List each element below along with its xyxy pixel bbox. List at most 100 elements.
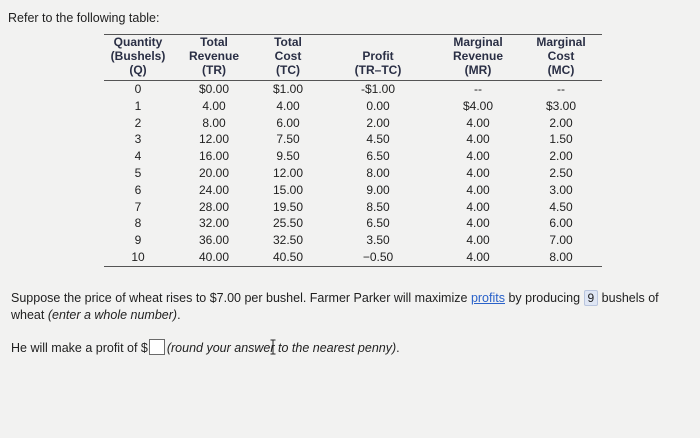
cell-profit: 8.00 xyxy=(366,165,390,180)
whole-number-hint: (enter a whole number) xyxy=(47,308,178,322)
question-part3: bushels of wheat xyxy=(11,291,659,322)
header-line: Revenue xyxy=(188,49,240,63)
cell-quantity: 8 xyxy=(134,216,142,231)
cell-total-revenue: 12.00 xyxy=(198,132,230,147)
profit-prefix: He will make a profit of $ xyxy=(11,341,148,355)
cell-marginal-cost: 2.50 xyxy=(549,165,573,180)
table-body: 0 $0.00 $1.00 -$1.00 -- -- 1 4.00 4.00 0.00 $4.00 $… xyxy=(104,81,602,267)
cell-total-revenue: 4.00 xyxy=(202,98,226,113)
cell-marginal-revenue: 4.00 xyxy=(466,216,490,231)
cell-quantity: 6 xyxy=(134,182,142,197)
cell-profit: -$1.00 xyxy=(360,82,396,96)
table-row: 2 8.00 6.00 2.00 4.00 2.00 xyxy=(104,115,602,132)
cell-total-revenue: 8.00 xyxy=(202,115,226,130)
cell-marginal-revenue: -- xyxy=(474,82,482,96)
cell-total-revenue: 16.00 xyxy=(198,149,230,164)
profits-link[interactable]: profits xyxy=(470,291,505,305)
cell-total-cost: 25.50 xyxy=(272,216,304,231)
cell-marginal-cost: 2.00 xyxy=(549,115,573,130)
question-text: Suppose the price of wheat rises to $7.0… xyxy=(11,290,691,324)
table-row: 6 24.00 15.00 9.00 4.00 3.00 xyxy=(104,182,602,199)
cell-total-cost: 32.50 xyxy=(272,233,304,248)
cell-marginal-cost: 6.00 xyxy=(549,216,573,231)
cell-total-revenue: 24.00 xyxy=(198,182,230,197)
profit-end: . xyxy=(396,341,400,355)
table-row: 7 28.00 19.50 8.50 4.00 4.50 xyxy=(104,199,602,216)
cell-marginal-cost: $3.00 xyxy=(545,98,577,113)
cell-marginal-cost: 8.00 xyxy=(520,248,602,267)
table-row: 10 40.00 40.50 −0.50 4.00 8.00 xyxy=(104,248,602,267)
header-line: Marginal xyxy=(536,35,586,49)
question-end: . xyxy=(177,308,181,322)
cell-marginal-cost: 4.50 xyxy=(549,199,573,214)
cell-profit: 8.50 xyxy=(366,199,390,214)
cell-marginal-revenue: $4.00 xyxy=(462,98,494,113)
cell-marginal-cost: 7.00 xyxy=(549,233,573,248)
profit-input[interactable] xyxy=(148,339,165,355)
cell-marginal-cost: 2.00 xyxy=(549,149,573,164)
header-line: Revenue xyxy=(452,49,504,63)
header-line: (TC) xyxy=(276,63,300,77)
cell-profit: 6.50 xyxy=(366,216,390,231)
intro-text: Refer to the following table: xyxy=(8,11,160,25)
table-row: 5 20.00 12.00 8.00 4.00 2.50 xyxy=(104,165,602,182)
cell-quantity: 1 xyxy=(134,98,142,113)
cell-total-cost: 7.50 xyxy=(276,132,300,147)
cell-quantity: 4 xyxy=(134,149,142,164)
profit-question: He will make a profit of $ (round your an… xyxy=(11,339,400,357)
table-row: 9 36.00 32.50 3.50 4.00 7.00 xyxy=(104,232,602,249)
header-line: Cost xyxy=(274,49,302,63)
data-table: Quantity (Bushels) (Q) Total Revenue (TR) Tota… xyxy=(104,34,602,267)
data-table-container: Quantity (Bushels) (Q) Total Revenue (TR) Tota… xyxy=(104,34,602,267)
cell-total-revenue: 40.00 xyxy=(172,248,256,267)
header-line: (TR–TC) xyxy=(354,63,402,77)
cell-total-cost: 15.00 xyxy=(272,182,304,197)
header-total-cost: Total Cost (TC) xyxy=(256,34,320,81)
cell-marginal-cost: 3.00 xyxy=(549,182,573,197)
cell-quantity: 9 xyxy=(134,233,142,248)
cell-profit: 6.50 xyxy=(366,149,390,164)
cell-total-revenue: 36.00 xyxy=(198,233,230,248)
bushels-answer-field[interactable]: 9 xyxy=(583,290,599,306)
cell-profit: −0.50 xyxy=(320,248,436,267)
cell-marginal-cost: -- xyxy=(557,82,565,96)
header-line: Total xyxy=(274,35,302,49)
cell-quantity: 0 xyxy=(134,82,142,96)
cell-marginal-revenue: 4.00 xyxy=(466,182,490,197)
table-row: 3 12.00 7.50 4.50 4.00 1.50 xyxy=(104,131,602,148)
header-marginal-revenue: Marginal Revenue (MR) xyxy=(436,34,520,81)
table-row: 8 32.00 25.50 6.50 4.00 6.00 xyxy=(104,215,602,232)
question-part1: Suppose the price of wheat rises to $7.0… xyxy=(11,291,471,305)
cell-total-revenue: 32.00 xyxy=(198,216,230,231)
cell-total-revenue: 20.00 xyxy=(198,165,230,180)
cell-total-cost: 6.00 xyxy=(276,115,300,130)
cell-quantity: 7 xyxy=(134,199,142,214)
header-line: Marginal xyxy=(453,35,503,49)
cell-quantity: 10 xyxy=(104,248,172,267)
header-line: Profit xyxy=(362,49,394,63)
round-hint: (round your answer to the nearest penny) xyxy=(166,341,397,355)
cell-marginal-revenue: 4.00 xyxy=(466,233,490,248)
cell-profit: 4.50 xyxy=(366,132,390,147)
cell-total-revenue: 28.00 xyxy=(198,199,230,214)
header-line: (MR) xyxy=(464,63,492,77)
question-part2: by producing xyxy=(504,291,584,305)
header-line: (MC) xyxy=(547,63,575,77)
cell-total-cost: 12.00 xyxy=(272,165,304,180)
cell-quantity: 2 xyxy=(134,115,142,130)
cell-marginal-revenue: 4.00 xyxy=(466,115,490,130)
text-cursor-icon xyxy=(270,339,276,355)
header-line: Cost xyxy=(547,49,575,63)
table-row: 1 4.00 4.00 0.00 $4.00 $3.00 xyxy=(104,98,602,115)
cell-marginal-revenue: 4.00 xyxy=(436,248,520,267)
header-marginal-cost: Marginal Cost (MC) xyxy=(520,34,602,81)
cell-total-cost: 4.00 xyxy=(276,98,300,113)
cell-profit: 9.00 xyxy=(366,182,390,197)
table-header-row: Quantity (Bushels) (Q) Total Revenue (TR) Tota… xyxy=(104,34,602,81)
header-line: Total xyxy=(200,35,228,49)
cell-quantity: 5 xyxy=(134,165,142,180)
header-line: Quantity xyxy=(113,35,163,49)
cell-total-cost: 19.50 xyxy=(272,199,304,214)
cell-marginal-revenue: 4.00 xyxy=(466,199,490,214)
cell-marginal-revenue: 4.00 xyxy=(466,149,490,164)
